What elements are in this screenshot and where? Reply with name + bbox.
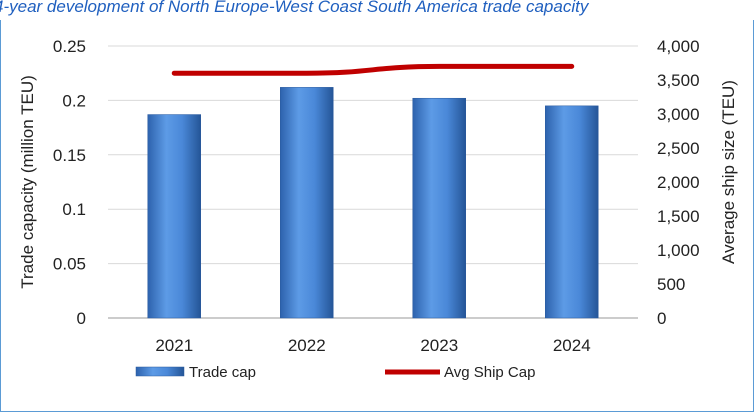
y2-tick-label: 1,500 [657, 207, 700, 226]
y-tick-label: 0.15 [53, 146, 86, 165]
avg-ship-cap-line [171, 63, 575, 76]
legend: Trade cap Avg Ship Cap [135, 364, 535, 381]
right-axis-ticks: 0 500 1,000 1,500 2,000 2,500 3,000 3,500 4,000 [657, 37, 700, 328]
y-tick-label: 0.2 [62, 91, 86, 110]
y2-tick-label: 1,000 [657, 241, 700, 260]
line-series [171, 63, 575, 76]
bar-2022 [280, 87, 334, 319]
x-tick-label: 2023 [420, 336, 458, 355]
y2-tick-label: 0 [657, 309, 666, 328]
y-axis-title: Trade capacity (million TEU) [18, 75, 37, 289]
legend-swatch-trade-cap [135, 366, 185, 377]
x-tick-label: 2021 [155, 336, 193, 355]
y2-tick-label: 3,000 [657, 105, 700, 124]
x-tick-label: 2022 [288, 336, 326, 355]
legend-label-trade-cap: Trade cap [189, 364, 256, 381]
bar-2021 [147, 114, 201, 319]
chart-title: 4-year development of North Europe-West … [0, 0, 589, 16]
y2-tick-label: 4,000 [657, 37, 700, 56]
x-tick-label: 2024 [553, 336, 591, 355]
bar-series [147, 87, 599, 319]
y2-tick-label: 3,500 [657, 71, 700, 90]
legend-label-avg-ship-cap: Avg Ship Cap [444, 364, 535, 381]
chart-frame [0, 20, 754, 412]
y2-tick-label: 2,500 [657, 139, 700, 158]
x-axis-ticks: 2021 2022 2023 2024 [155, 336, 590, 355]
y-tick-label: 0.25 [53, 37, 86, 56]
y-tick-label: 0 [77, 309, 86, 328]
y2-tick-label: 2,000 [657, 173, 700, 192]
y2-tick-label: 500 [657, 275, 685, 294]
bar-2023 [412, 97, 466, 319]
y-tick-label: 0.05 [53, 255, 86, 274]
y2-axis-title: Average ship size (TEU) [719, 80, 738, 264]
bar-2024 [545, 105, 599, 319]
y-tick-label: 0.1 [62, 200, 86, 219]
left-axis-ticks: 0 0.05 0.1 0.15 0.2 0.25 [53, 37, 86, 328]
